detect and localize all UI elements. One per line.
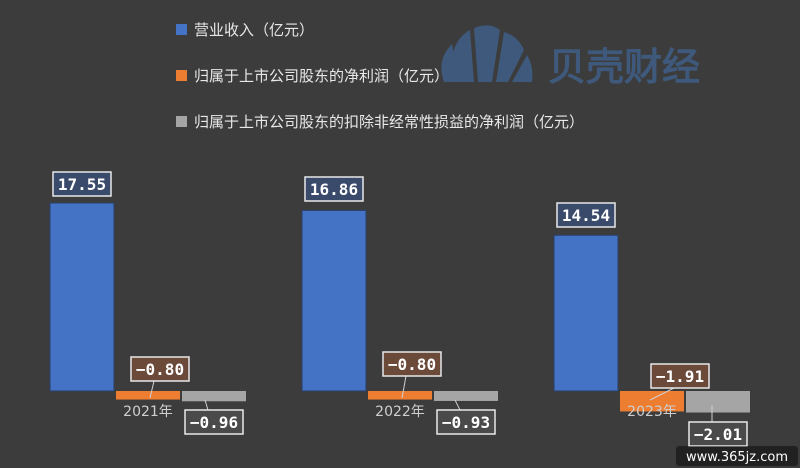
legend: 营业收入（亿元） 归属于上市公司股东的净利润（亿元） 归属于上市公司股东的扣除非经常… (176, 21, 584, 131)
shell-logo-icon (441, 25, 533, 82)
label-leader-2-0 (204, 399, 209, 411)
label-leader-2-1 (454, 399, 461, 411)
bar-0-0 (49, 202, 115, 392)
data-label-0-1: 16.86 (310, 180, 358, 199)
site-watermark: www.365jz.com (676, 446, 798, 466)
watermark-logo: 贝壳财经 (441, 25, 700, 89)
data-labels-layer: 17.55 16.86 14.54 −0.80 −0.80 −1.91 −0.96 −0.93… (52, 171, 748, 447)
legend-swatch-2 (176, 116, 187, 127)
data-label-2-0: −0.96 (190, 413, 238, 432)
data-label-box-0-1 (304, 176, 364, 202)
bar-1-2 (620, 391, 684, 412)
data-label-box-1-0 (130, 356, 190, 382)
legend-label-1: 归属于上市公司股东的净利润（亿元） (194, 67, 449, 85)
legend-label-2: 归属于上市公司股东的扣除非经常性损益的净利润（亿元） (194, 113, 584, 131)
data-label-1-2: −1.91 (656, 367, 704, 386)
data-label-0-2: 14.54 (562, 206, 610, 225)
data-label-box-1-1 (382, 351, 442, 377)
data-label-box-2-1 (436, 409, 496, 435)
data-label-1-1: −0.80 (388, 355, 436, 374)
x-tick-label-1: 2022年 (375, 404, 425, 420)
legend-swatch-1 (176, 70, 187, 81)
data-label-box-2-0 (184, 409, 244, 435)
site-watermark-text: www.365jz.com (686, 450, 788, 465)
data-label-1-0: −0.80 (136, 360, 184, 379)
bar-2-1 (434, 391, 498, 401)
bar-0-2 (553, 234, 619, 392)
data-label-box-0-2 (556, 202, 616, 228)
data-label-2-2: −2.01 (694, 425, 742, 444)
label-leader-1-2 (649, 387, 675, 401)
data-label-box-2-2 (688, 421, 748, 447)
bars-layer (49, 202, 750, 413)
x-tick-labels: 2021年 2022年 2023年 (123, 404, 677, 420)
data-label-box-0-0 (52, 171, 112, 197)
legend-swatch-0 (176, 24, 187, 35)
legend-label-0: 营业收入（亿元） (194, 21, 314, 39)
bar-1-1 (368, 391, 432, 400)
watermark-brand-text: 贝壳财经 (548, 45, 700, 89)
label-leader-1-0 (149, 380, 155, 399)
data-label-2-1: −0.93 (442, 413, 490, 432)
x-tick-label-0: 2021年 (123, 404, 173, 420)
bar-2-2 (686, 391, 750, 413)
data-label-0-0: 17.55 (58, 175, 106, 194)
bar-2-0 (182, 391, 246, 402)
x-tick-label-2: 2023年 (627, 404, 677, 420)
bar-1-0 (116, 391, 180, 400)
label-leader-1-1 (401, 375, 407, 399)
bar-0-1 (301, 209, 367, 392)
data-label-box-1-2 (650, 363, 710, 389)
